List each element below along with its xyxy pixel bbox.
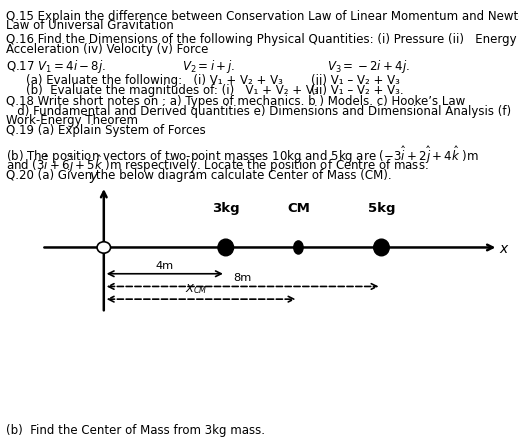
Text: 4m: 4m: [156, 261, 174, 271]
Text: Acceleration (iv) Velocity (v) Force: Acceleration (iv) Velocity (v) Force: [6, 43, 209, 56]
Text: (ii) V₁ – V₂ + V₃: (ii) V₁ – V₂ + V₃: [311, 74, 400, 88]
Text: 8m: 8m: [234, 273, 252, 283]
Text: Q.15 Explain the difference between Conservation Law of Linear Momentum and Newt: Q.15 Explain the difference between Cons…: [6, 10, 519, 23]
Text: (b)  Find the Center of Mass from 3kg mass.: (b) Find the Center of Mass from 3kg mas…: [6, 424, 265, 437]
Text: Q.20 (a) Given the below diagram calculate Center of Mass (CM).: Q.20 (a) Given the below diagram calcula…: [6, 169, 392, 182]
Text: (ii) V₁ – V₂ + V₃.: (ii) V₁ – V₂ + V₃.: [311, 84, 404, 97]
Text: Q.16 Find the Dimensions of the following Physical Quantities: (i) Pressure (ii): Q.16 Find the Dimensions of the followin…: [6, 33, 519, 46]
Text: Work-Energy Theorem: Work-Energy Theorem: [6, 114, 138, 127]
Text: d) Fundamental and Derived quantities e) Dimensions and Dimensional Analysis (f): d) Fundamental and Derived quantities e)…: [6, 105, 511, 118]
Text: (b)  Evaluate the magnitudes of: (i)   V₁ + V₂ + V₃: (b) Evaluate the magnitudes of: (i) V₁ +…: [26, 84, 319, 97]
Text: Law of Universal Gravitation: Law of Universal Gravitation: [6, 19, 174, 32]
Text: $V_2 = i + j$.: $V_2 = i + j$.: [182, 58, 235, 75]
Text: (a) Evaluate the following:   (i) V₁ + V₂ + V₃: (a) Evaluate the following: (i) V₁ + V₂ …: [26, 74, 283, 88]
Ellipse shape: [294, 241, 303, 254]
Text: (b) The position vectors of two-point masses 10kg and 5kg are $(-3\hat{i} + 2\ha: (b) The position vectors of two-point ma…: [6, 144, 479, 166]
Text: Q.19 (a) Explain System of Forces: Q.19 (a) Explain System of Forces: [6, 124, 206, 137]
Text: y: y: [89, 169, 98, 183]
Text: 5kg: 5kg: [368, 201, 395, 215]
Circle shape: [97, 242, 111, 253]
Text: x: x: [500, 242, 508, 256]
Text: $V_3 = -2i + 4j$.: $V_3 = -2i + 4j$.: [327, 58, 410, 75]
Ellipse shape: [374, 239, 389, 256]
Text: Q.17 $V_1 = 4i - 8j$.: Q.17 $V_1 = 4i - 8j$.: [6, 58, 106, 75]
Text: $X_{CM}$: $X_{CM}$: [185, 282, 207, 296]
Text: 3kg: 3kg: [212, 201, 240, 215]
Text: CM: CM: [287, 201, 310, 215]
Ellipse shape: [218, 239, 234, 256]
Text: Q.18 Write short notes on : a) Types of mechanics. b ) Models. c) Hooke’s Law: Q.18 Write short notes on : a) Types of …: [6, 95, 466, 108]
Text: and $(3\hat{i} + 6\hat{j} + 5\hat{k}\ )$m respectively. Locate the position of C: and $(3\hat{i} + 6\hat{j} + 5\hat{k}\ )$…: [6, 153, 429, 175]
